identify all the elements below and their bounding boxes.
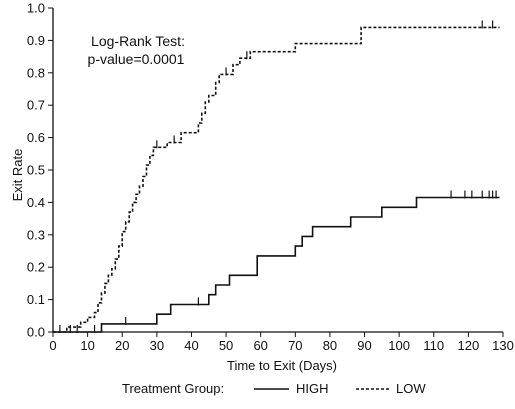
x-tick-label: 80	[323, 338, 337, 353]
series-low	[53, 20, 500, 333]
y-tick-label: 0.5	[27, 163, 45, 178]
legend-label-high: HIGH	[296, 381, 329, 396]
series-line-low	[53, 26, 500, 333]
x-tick-label: 70	[288, 338, 302, 353]
x-tick-label: 50	[219, 338, 233, 353]
y-tick-label: 0.6	[27, 130, 45, 145]
x-tick-label: 120	[458, 338, 480, 353]
y-tick-label: 0.2	[27, 260, 45, 275]
x-tick-label: 130	[492, 338, 514, 353]
y-tick-label: 1.0	[27, 1, 45, 16]
x-tick-label: 10	[80, 338, 94, 353]
series-group	[53, 20, 500, 333]
y-axis-title: Exit Rate	[10, 149, 25, 202]
y-tick-label: 0.7	[27, 98, 45, 113]
legend: Treatment Group: HIGH LOW	[122, 381, 426, 396]
y-tick-label: 0.8	[27, 65, 45, 80]
legend-title: Treatment Group:	[122, 381, 224, 396]
y-tick-label: 0.3	[27, 227, 45, 242]
annotation-line-2: p-value=0.0001	[88, 51, 185, 67]
x-tick-label: 30	[150, 338, 164, 353]
y-tick-label: 0.0	[27, 325, 45, 340]
x-axis-title: Time to Exit (Days)	[227, 358, 337, 373]
y-tick-label: 0.9	[27, 33, 45, 48]
x-tick-label: 110	[423, 338, 444, 353]
annotation-line-1: Log-Rank Test:	[91, 33, 185, 49]
legend-label-low: LOW	[396, 381, 426, 396]
x-tick-label: 40	[184, 338, 198, 353]
x-tick-label: 0	[49, 338, 56, 353]
series-line-high	[53, 196, 500, 333]
y-tick-label: 0.1	[27, 292, 45, 307]
x-tick-label: 100	[388, 338, 410, 353]
axes: 0 10 20 30 40 50 60 70 80 90 100 110 120 130 0.0 0.1 0.2…	[27, 1, 514, 354]
series-high	[53, 190, 500, 333]
y-tick-label: 0.4	[27, 195, 45, 210]
x-tick-label: 90	[357, 338, 371, 353]
x-tick-label: 20	[115, 338, 129, 353]
x-tick-label: 60	[253, 338, 267, 353]
